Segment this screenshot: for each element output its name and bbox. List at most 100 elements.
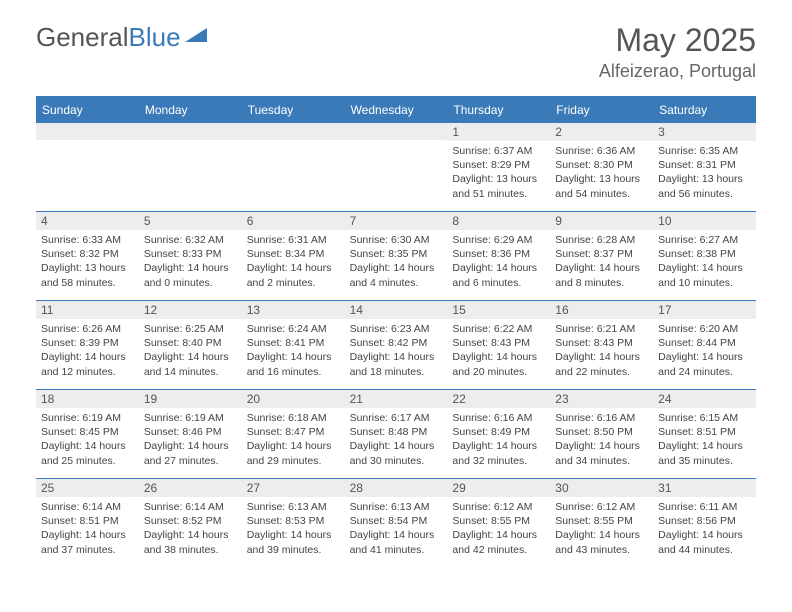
- day-number: 11: [36, 301, 139, 319]
- day-number: 28: [345, 479, 448, 497]
- logo-text: GeneralBlue: [36, 22, 181, 53]
- calendar-cell: 16Sunrise: 6:21 AMSunset: 8:43 PMDayligh…: [550, 301, 653, 389]
- day-header: Sunday: [36, 98, 139, 122]
- calendar-cell: 31Sunrise: 6:11 AMSunset: 8:56 PMDayligh…: [653, 479, 756, 567]
- day-number: [139, 123, 242, 140]
- calendar-cell: 9Sunrise: 6:28 AMSunset: 8:37 PMDaylight…: [550, 212, 653, 300]
- calendar-cell: 30Sunrise: 6:12 AMSunset: 8:55 PMDayligh…: [550, 479, 653, 567]
- calendar-cell: 27Sunrise: 6:13 AMSunset: 8:53 PMDayligh…: [242, 479, 345, 567]
- calendar-cell: 4Sunrise: 6:33 AMSunset: 8:32 PMDaylight…: [36, 212, 139, 300]
- day-number: 17: [653, 301, 756, 319]
- day-header: Friday: [550, 98, 653, 122]
- day-number: 31: [653, 479, 756, 497]
- day-number: 5: [139, 212, 242, 230]
- day-info: Sunrise: 6:26 AMSunset: 8:39 PMDaylight:…: [36, 319, 139, 383]
- calendar-cell: 14Sunrise: 6:23 AMSunset: 8:42 PMDayligh…: [345, 301, 448, 389]
- calendar-cell: [139, 123, 242, 211]
- day-number: [345, 123, 448, 140]
- day-number: 4: [36, 212, 139, 230]
- day-info: Sunrise: 6:32 AMSunset: 8:33 PMDaylight:…: [139, 230, 242, 294]
- calendar-cell: 8Sunrise: 6:29 AMSunset: 8:36 PMDaylight…: [447, 212, 550, 300]
- day-number: 25: [36, 479, 139, 497]
- day-info: Sunrise: 6:36 AMSunset: 8:30 PMDaylight:…: [550, 141, 653, 205]
- day-info: Sunrise: 6:27 AMSunset: 8:38 PMDaylight:…: [653, 230, 756, 294]
- calendar-cell: 23Sunrise: 6:16 AMSunset: 8:50 PMDayligh…: [550, 390, 653, 478]
- day-number: 21: [345, 390, 448, 408]
- day-info: Sunrise: 6:13 AMSunset: 8:54 PMDaylight:…: [345, 497, 448, 561]
- day-info: Sunrise: 6:17 AMSunset: 8:48 PMDaylight:…: [345, 408, 448, 472]
- day-number: 30: [550, 479, 653, 497]
- calendar-weeks: 1Sunrise: 6:37 AMSunset: 8:29 PMDaylight…: [36, 122, 756, 567]
- day-info: Sunrise: 6:24 AMSunset: 8:41 PMDaylight:…: [242, 319, 345, 383]
- header: GeneralBlue May 2025 Alfeizerao, Portuga…: [0, 0, 792, 90]
- day-info: Sunrise: 6:23 AMSunset: 8:42 PMDaylight:…: [345, 319, 448, 383]
- day-info: Sunrise: 6:15 AMSunset: 8:51 PMDaylight:…: [653, 408, 756, 472]
- page-title: May 2025: [599, 22, 756, 59]
- day-info: Sunrise: 6:14 AMSunset: 8:52 PMDaylight:…: [139, 497, 242, 561]
- calendar-cell: 17Sunrise: 6:20 AMSunset: 8:44 PMDayligh…: [653, 301, 756, 389]
- day-info: Sunrise: 6:28 AMSunset: 8:37 PMDaylight:…: [550, 230, 653, 294]
- day-number: 29: [447, 479, 550, 497]
- day-info: Sunrise: 6:37 AMSunset: 8:29 PMDaylight:…: [447, 141, 550, 205]
- day-number: 10: [653, 212, 756, 230]
- day-number: 1: [447, 123, 550, 141]
- day-number: 2: [550, 123, 653, 141]
- title-block: May 2025 Alfeizerao, Portugal: [599, 22, 756, 82]
- day-info: Sunrise: 6:18 AMSunset: 8:47 PMDaylight:…: [242, 408, 345, 472]
- logo-triangle-icon: [185, 26, 211, 49]
- calendar-cell: 15Sunrise: 6:22 AMSunset: 8:43 PMDayligh…: [447, 301, 550, 389]
- day-number: 6: [242, 212, 345, 230]
- calendar-cell: 2Sunrise: 6:36 AMSunset: 8:30 PMDaylight…: [550, 123, 653, 211]
- day-number: 23: [550, 390, 653, 408]
- day-number: 16: [550, 301, 653, 319]
- calendar-cell: 18Sunrise: 6:19 AMSunset: 8:45 PMDayligh…: [36, 390, 139, 478]
- day-info: Sunrise: 6:33 AMSunset: 8:32 PMDaylight:…: [36, 230, 139, 294]
- calendar-cell: 10Sunrise: 6:27 AMSunset: 8:38 PMDayligh…: [653, 212, 756, 300]
- calendar-cell: 26Sunrise: 6:14 AMSunset: 8:52 PMDayligh…: [139, 479, 242, 567]
- logo: GeneralBlue: [36, 22, 211, 53]
- day-number: 15: [447, 301, 550, 319]
- day-info: Sunrise: 6:13 AMSunset: 8:53 PMDaylight:…: [242, 497, 345, 561]
- calendar-cell: 13Sunrise: 6:24 AMSunset: 8:41 PMDayligh…: [242, 301, 345, 389]
- calendar-week: 1Sunrise: 6:37 AMSunset: 8:29 PMDaylight…: [36, 122, 756, 211]
- day-headers: SundayMondayTuesdayWednesdayThursdayFrid…: [36, 98, 756, 122]
- day-header: Thursday: [447, 98, 550, 122]
- day-number: [36, 123, 139, 140]
- day-info: Sunrise: 6:35 AMSunset: 8:31 PMDaylight:…: [653, 141, 756, 205]
- day-number: 22: [447, 390, 550, 408]
- calendar-cell: 6Sunrise: 6:31 AMSunset: 8:34 PMDaylight…: [242, 212, 345, 300]
- day-number: 24: [653, 390, 756, 408]
- day-info: Sunrise: 6:25 AMSunset: 8:40 PMDaylight:…: [139, 319, 242, 383]
- calendar-cell: [242, 123, 345, 211]
- day-number: 7: [345, 212, 448, 230]
- day-number: 27: [242, 479, 345, 497]
- day-header: Wednesday: [345, 98, 448, 122]
- day-number: 3: [653, 123, 756, 141]
- day-number: 19: [139, 390, 242, 408]
- calendar-week: 25Sunrise: 6:14 AMSunset: 8:51 PMDayligh…: [36, 478, 756, 567]
- calendar-cell: 11Sunrise: 6:26 AMSunset: 8:39 PMDayligh…: [36, 301, 139, 389]
- calendar-week: 18Sunrise: 6:19 AMSunset: 8:45 PMDayligh…: [36, 389, 756, 478]
- day-info: Sunrise: 6:12 AMSunset: 8:55 PMDaylight:…: [550, 497, 653, 561]
- calendar-cell: [345, 123, 448, 211]
- calendar-cell: 7Sunrise: 6:30 AMSunset: 8:35 PMDaylight…: [345, 212, 448, 300]
- day-info: Sunrise: 6:11 AMSunset: 8:56 PMDaylight:…: [653, 497, 756, 561]
- calendar-cell: 20Sunrise: 6:18 AMSunset: 8:47 PMDayligh…: [242, 390, 345, 478]
- calendar-cell: 22Sunrise: 6:16 AMSunset: 8:49 PMDayligh…: [447, 390, 550, 478]
- day-header: Monday: [139, 98, 242, 122]
- calendar-cell: 28Sunrise: 6:13 AMSunset: 8:54 PMDayligh…: [345, 479, 448, 567]
- day-info: Sunrise: 6:31 AMSunset: 8:34 PMDaylight:…: [242, 230, 345, 294]
- day-info: Sunrise: 6:19 AMSunset: 8:45 PMDaylight:…: [36, 408, 139, 472]
- day-number: 13: [242, 301, 345, 319]
- day-info: Sunrise: 6:14 AMSunset: 8:51 PMDaylight:…: [36, 497, 139, 561]
- day-info: Sunrise: 6:20 AMSunset: 8:44 PMDaylight:…: [653, 319, 756, 383]
- calendar-cell: 5Sunrise: 6:32 AMSunset: 8:33 PMDaylight…: [139, 212, 242, 300]
- calendar-cell: [36, 123, 139, 211]
- calendar-week: 4Sunrise: 6:33 AMSunset: 8:32 PMDaylight…: [36, 211, 756, 300]
- day-info: Sunrise: 6:16 AMSunset: 8:49 PMDaylight:…: [447, 408, 550, 472]
- calendar-cell: 24Sunrise: 6:15 AMSunset: 8:51 PMDayligh…: [653, 390, 756, 478]
- calendar-cell: 3Sunrise: 6:35 AMSunset: 8:31 PMDaylight…: [653, 123, 756, 211]
- calendar-cell: 29Sunrise: 6:12 AMSunset: 8:55 PMDayligh…: [447, 479, 550, 567]
- day-info: Sunrise: 6:29 AMSunset: 8:36 PMDaylight:…: [447, 230, 550, 294]
- day-info: Sunrise: 6:21 AMSunset: 8:43 PMDaylight:…: [550, 319, 653, 383]
